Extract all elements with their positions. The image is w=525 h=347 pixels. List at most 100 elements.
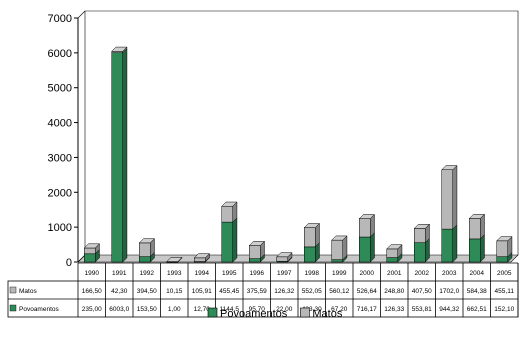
bar-top-1993 — [166, 257, 183, 262]
bar-front — [194, 257, 206, 262]
bar-top-1991 — [111, 46, 128, 52]
y-tick-label: 4000 — [48, 118, 72, 130]
table-row-swatch — [9, 286, 17, 294]
bar-front — [249, 258, 261, 263]
y-tick-label: 6000 — [48, 48, 72, 60]
category-label: 1992 — [140, 270, 155, 277]
table-row-swatch — [9, 304, 17, 312]
bar-front — [304, 246, 316, 263]
bar-top-2003 — [441, 165, 458, 171]
bar-front — [111, 52, 123, 263]
bar-front — [414, 228, 426, 243]
table-cell: 95,70 — [249, 306, 266, 313]
bar-povoamentos-2003 — [441, 224, 458, 263]
table-cell: 716,17 — [357, 306, 377, 313]
table-cell: 1,00 — [168, 306, 181, 313]
category-label: 2000 — [360, 270, 375, 277]
category-label: 1994 — [195, 270, 210, 277]
bar-top-1995 — [221, 201, 238, 207]
bar-top-2004 — [468, 214, 486, 219]
table-cell: 553,81 — [412, 306, 432, 313]
bar-front — [276, 256, 288, 262]
table-cell: 407,50 — [412, 288, 432, 295]
y-tick-label: 5000 — [48, 83, 72, 95]
category-label: 1993 — [167, 270, 182, 277]
category-label: 1990 — [85, 270, 100, 277]
bar-front — [414, 242, 426, 263]
bar-side — [122, 47, 128, 263]
bar-front — [441, 228, 453, 263]
bar-top-1996 — [248, 241, 266, 246]
table-cell: 526,64 — [357, 288, 377, 295]
legend-label: Povoamentos — [220, 308, 288, 320]
table-cell: 560,12 — [329, 288, 349, 295]
category-label: 2001 — [387, 270, 402, 277]
table-cell: 42,30 — [111, 288, 128, 295]
bar-side — [480, 234, 485, 263]
bar-front — [469, 238, 481, 263]
bar-front — [386, 248, 398, 258]
table-cell: 166,50 — [82, 288, 102, 295]
table-cell: 153,50 — [137, 306, 157, 313]
table-cell: 552,05 — [302, 288, 322, 295]
bar-top-2002 — [413, 224, 431, 229]
category-label: 2004 — [470, 270, 485, 277]
bar-front — [221, 221, 233, 263]
category-label: 1997 — [277, 270, 292, 277]
table-cell: 67,20 — [331, 306, 348, 313]
bar-top-1999 — [331, 235, 348, 241]
data-table: 1990 1991 1992 1993 1994 1995 1996 1997 1998 1999… — [7, 262, 519, 318]
bar-top-2005 — [496, 236, 513, 242]
side-wall-top — [77, 10, 86, 19]
category-label: 2005 — [497, 270, 512, 277]
bar-front — [249, 245, 261, 259]
table-cell: 944,32 — [439, 306, 459, 313]
bar-front — [139, 242, 151, 257]
table-cell: 662,51 — [467, 306, 487, 313]
bar-side — [452, 164, 458, 230]
bar-front — [441, 169, 453, 230]
bar-front — [386, 257, 398, 263]
y-tick-label: 0 — [66, 257, 72, 269]
y-tick-label: 7000 — [48, 13, 72, 25]
bar-front — [304, 227, 316, 248]
bar-front — [221, 205, 233, 223]
bar-matos-1999 — [331, 235, 348, 261]
bar-front — [496, 256, 508, 263]
y-axis: 0 1000 2000 3000 4000 5000 6000 7000 — [48, 13, 79, 269]
bar-top-2001 — [386, 244, 403, 250]
table-cell: 584,38 — [467, 288, 487, 295]
table-cell: 455,11 — [495, 288, 515, 295]
bar-povoamentos-1991 — [111, 47, 128, 263]
legend-swatch — [300, 307, 310, 318]
y-tick-label: 2000 — [48, 187, 72, 199]
table-cell: 126,33 — [384, 306, 404, 313]
y-tick-label: 3000 — [48, 152, 72, 164]
legend-swatch — [207, 307, 218, 318]
table-cell: 455,45 — [219, 288, 239, 295]
legend-label: Matos — [312, 308, 342, 320]
bar-front — [331, 259, 343, 263]
table-cell: 10,15 — [166, 288, 183, 295]
y-tick-label: 1000 — [48, 222, 72, 234]
bar-side — [370, 232, 375, 263]
table-cell: 6003,0 — [109, 306, 129, 313]
category-label: 1995 — [222, 270, 237, 277]
table-cell: 152,10 — [494, 306, 514, 313]
category-label: 1999 — [332, 270, 347, 277]
table-row-label: Povoamentos — [19, 306, 59, 313]
bar-top-1998 — [303, 223, 321, 228]
category-label: 1998 — [305, 270, 320, 277]
category-label: 2002 — [415, 270, 430, 277]
category-label: 2003 — [442, 270, 457, 277]
table-cell: 1144,5 — [220, 306, 240, 313]
bar-matos-2003 — [441, 164, 458, 230]
bar-top-2000 — [358, 214, 376, 219]
bars — [83, 46, 513, 263]
bar-front — [359, 236, 371, 263]
table-cell: 433,30 — [302, 306, 322, 313]
bar-front — [139, 256, 151, 263]
table-row-label: Matos — [19, 288, 37, 295]
back-wall — [84, 10, 519, 255]
table-cell: 375,59 — [247, 288, 267, 295]
